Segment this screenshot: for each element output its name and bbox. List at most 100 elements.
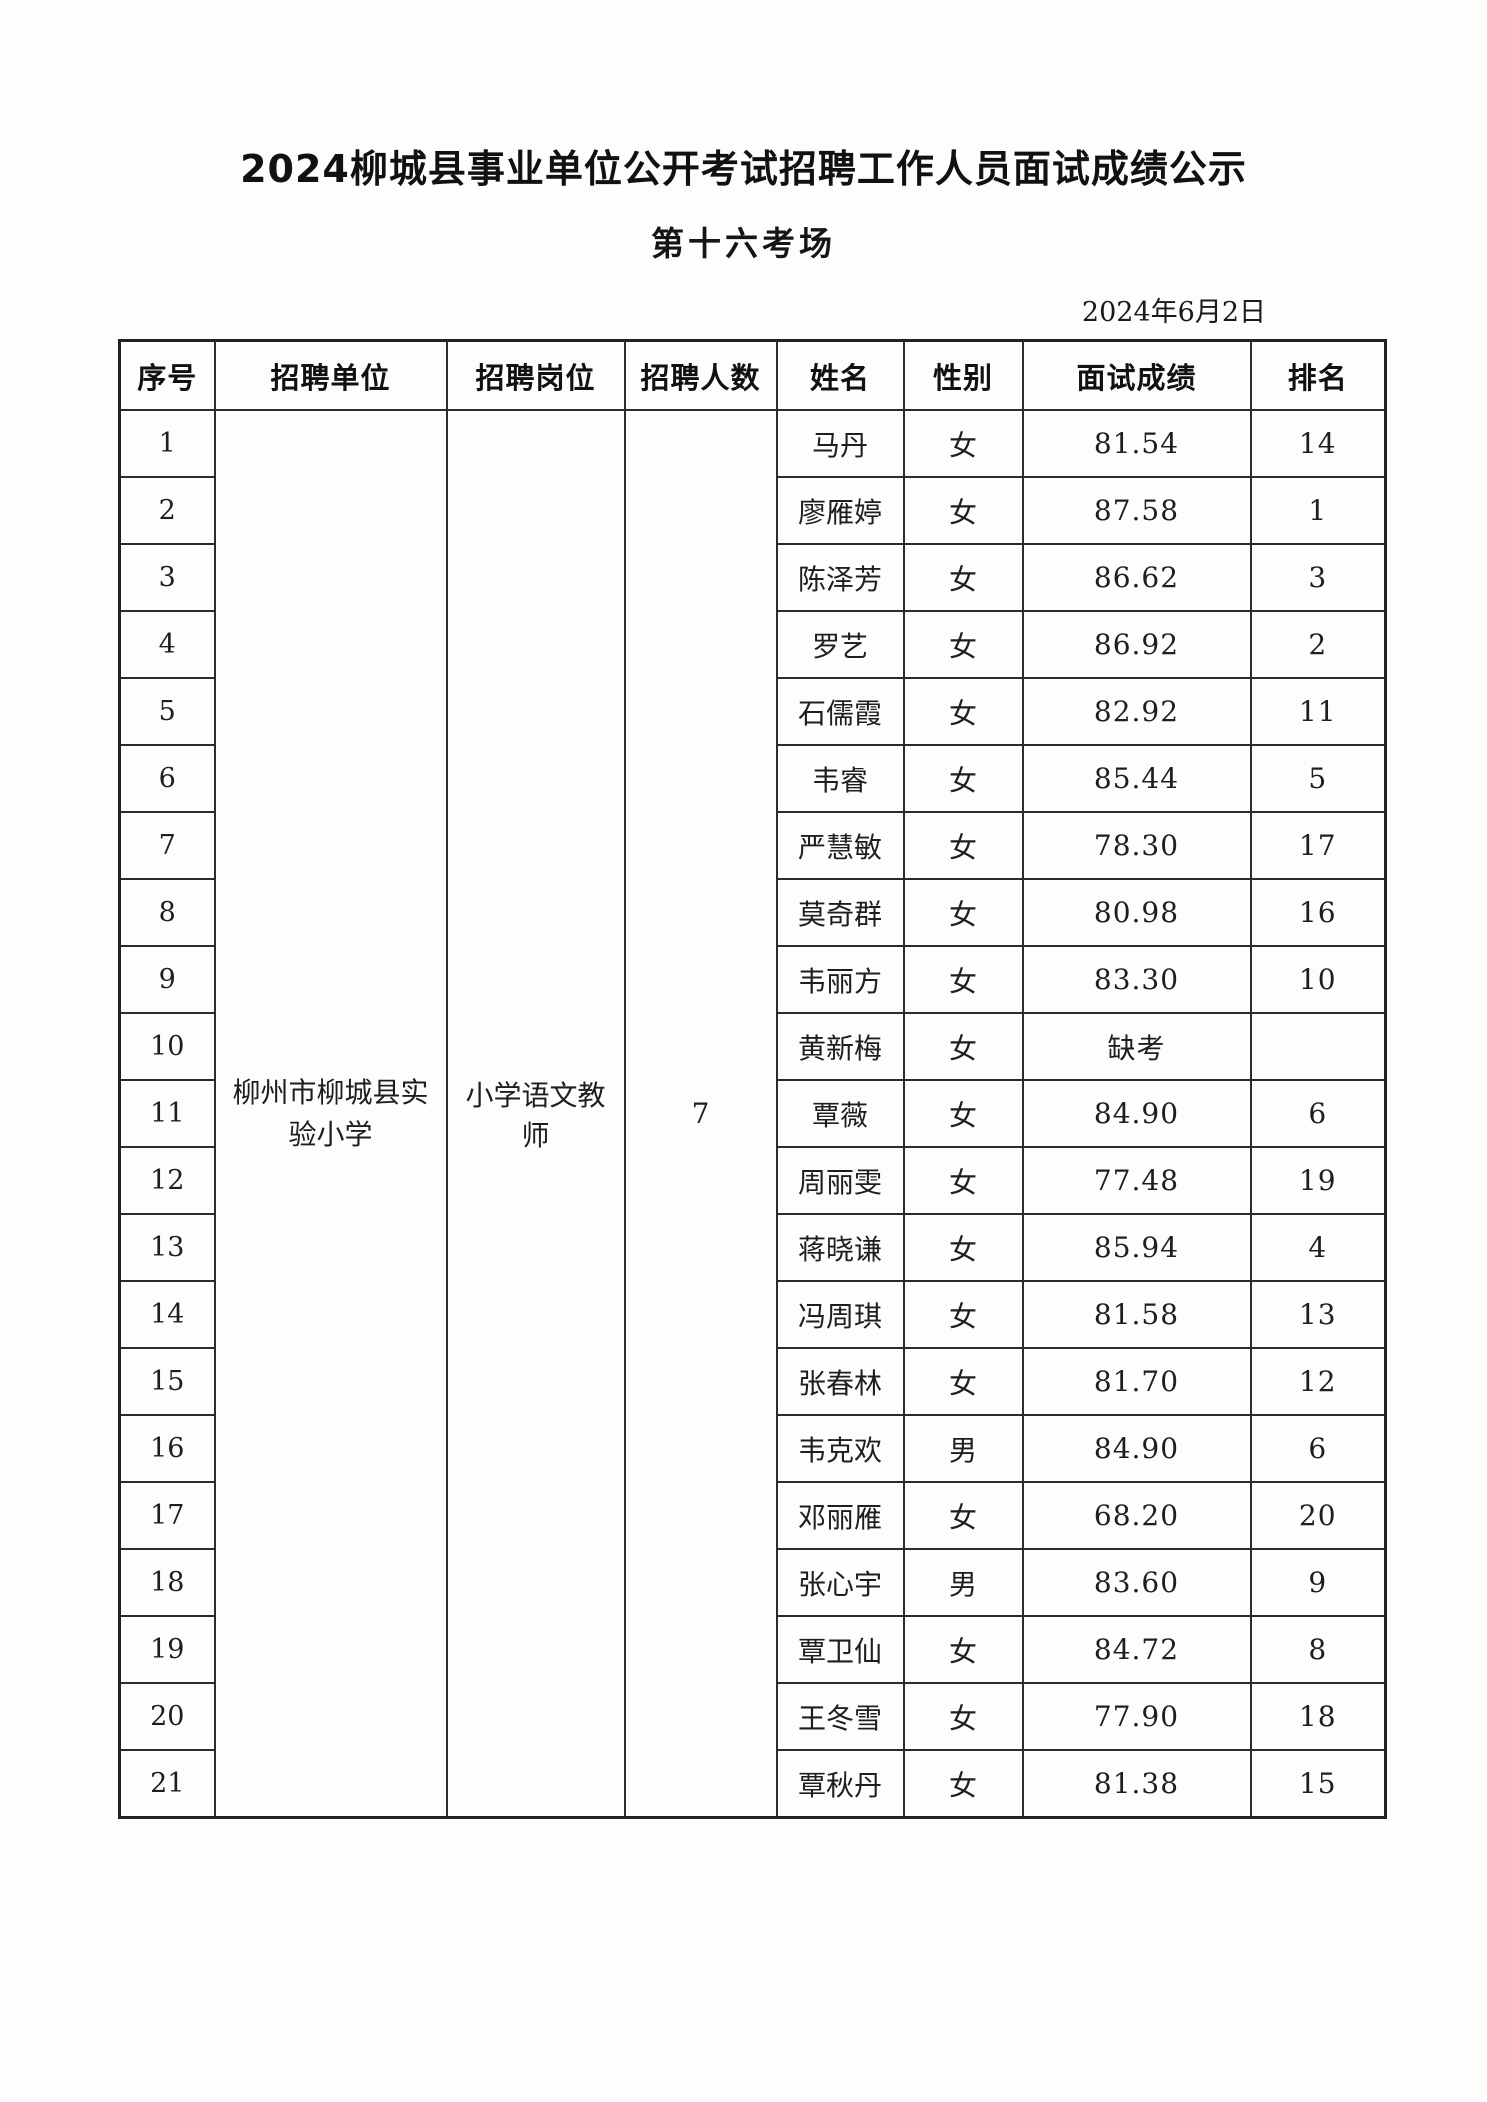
cell-interview-score: 81.70 — [1021, 1347, 1252, 1417]
cell-position-merged: 小学语文教师 — [445, 409, 626, 1819]
table-row: 16 韦克欢 男 84.90 6 — [118, 1414, 1387, 1484]
cell-name: 王冬雪 — [775, 1682, 905, 1752]
cell-serial-number: 10 — [118, 1012, 216, 1082]
header-position: 招聘岗位 — [445, 339, 626, 412]
cell-rank: 2 — [1249, 610, 1387, 680]
cell-gender: 女 — [902, 878, 1024, 948]
cell-headcount-merged: 7 — [623, 409, 778, 1819]
cell-interview-score: 68.20 — [1021, 1481, 1252, 1551]
table-row: 8 莫奇群 女 80.98 16 — [118, 878, 1387, 948]
cell-name: 马丹 — [775, 409, 905, 479]
cell-gender: 男 — [902, 1548, 1024, 1618]
cell-rank: 9 — [1249, 1548, 1387, 1618]
cell-name: 张心宇 — [775, 1548, 905, 1618]
cell-interview-score: 84.90 — [1021, 1079, 1252, 1149]
table-row: 4 罗艺 女 86.92 2 — [118, 610, 1387, 680]
cell-gender: 女 — [902, 409, 1024, 479]
cell-gender: 女 — [902, 677, 1024, 747]
header-recruiting-unit: 招聘单位 — [213, 339, 448, 412]
table-row: 13 蒋晓谦 女 85.94 4 — [118, 1213, 1387, 1283]
cell-name: 邓丽雁 — [775, 1481, 905, 1551]
cell-rank: 12 — [1249, 1347, 1387, 1417]
cell-serial-number: 20 — [118, 1682, 216, 1752]
cell-serial-number: 2 — [118, 476, 216, 546]
cell-name: 覃薇 — [775, 1079, 905, 1149]
table-row: 15 张春林 女 81.70 12 — [118, 1347, 1387, 1417]
cell-rank: 18 — [1249, 1682, 1387, 1752]
cell-rank: 6 — [1249, 1414, 1387, 1484]
cell-name: 蒋晓谦 — [775, 1213, 905, 1283]
publication-date: 2024年6月2日 — [1081, 296, 1266, 328]
table-row: 7 严慧敏 女 78.30 17 — [118, 811, 1387, 881]
cell-serial-number: 3 — [118, 543, 216, 613]
table-row: 14 冯周琪 女 81.58 13 — [118, 1280, 1387, 1350]
cell-rank: 11 — [1249, 677, 1387, 747]
table-body: 1 柳州市柳城县实验小学 小学语文教师 7 马丹 女 81.54 14 2 廖雁婷 女… — [118, 409, 1387, 1819]
table-row: 10 黄新梅 女 缺考 — [118, 1012, 1387, 1082]
cell-serial-number: 18 — [118, 1548, 216, 1618]
page-title: 2024柳城县事业单位公开考试招聘工作人员面试成绩公示 — [240, 147, 1247, 191]
cell-rank: 4 — [1249, 1213, 1387, 1283]
cell-interview-score: 84.90 — [1021, 1414, 1252, 1484]
cell-rank: 10 — [1249, 945, 1387, 1015]
cell-serial-number: 13 — [118, 1213, 216, 1283]
cell-name: 冯周琪 — [775, 1280, 905, 1350]
cell-recruiting-unit-merged: 柳州市柳城县实验小学 — [213, 409, 448, 1819]
cell-interview-score: 81.58 — [1021, 1280, 1252, 1350]
cell-serial-number: 16 — [118, 1414, 216, 1484]
cell-gender: 女 — [902, 1682, 1024, 1752]
cell-interview-score: 81.54 — [1021, 409, 1252, 479]
header-name: 姓名 — [775, 339, 905, 412]
cell-name: 陈泽芳 — [775, 543, 905, 613]
cell-rank: 6 — [1249, 1079, 1387, 1149]
cell-serial-number: 1 — [118, 409, 216, 479]
header-gender: 性别 — [902, 339, 1024, 412]
table-row: 11 覃薇 女 84.90 6 — [118, 1079, 1387, 1149]
cell-interview-score: 87.58 — [1021, 476, 1252, 546]
cell-name: 黄新梅 — [775, 1012, 905, 1082]
cell-name: 周丽雯 — [775, 1146, 905, 1216]
cell-rank: 19 — [1249, 1146, 1387, 1216]
cell-name: 韦睿 — [775, 744, 905, 814]
cell-gender: 女 — [902, 1146, 1024, 1216]
cell-interview-score: 86.92 — [1021, 610, 1252, 680]
cell-name: 严慧敏 — [775, 811, 905, 881]
header-row: 序号 招聘单位 招聘岗位 招聘人数 姓名 性别 面试成绩 排名 — [118, 339, 1387, 412]
cell-interview-score: 84.72 — [1021, 1615, 1252, 1685]
interview-score-table: 序号 招聘单位 招聘岗位 招聘人数 姓名 性别 面试成绩 排名 1 柳州市柳城县实… — [118, 338, 1387, 1819]
table-row: 18 张心宇 男 83.60 9 — [118, 1548, 1387, 1618]
table-row: 5 石儒霞 女 82.92 11 — [118, 677, 1387, 747]
cell-gender: 女 — [902, 1079, 1024, 1149]
cell-gender: 女 — [902, 543, 1024, 613]
header-serial-number: 序号 — [118, 339, 216, 412]
cell-name: 石儒霞 — [775, 677, 905, 747]
cell-gender: 女 — [902, 476, 1024, 546]
cell-interview-score: 86.62 — [1021, 543, 1252, 613]
cell-gender: 女 — [902, 1749, 1024, 1819]
cell-name: 廖雁婷 — [775, 476, 905, 546]
cell-name: 莫奇群 — [775, 878, 905, 948]
cell-gender: 女 — [902, 811, 1024, 881]
cell-serial-number: 4 — [118, 610, 216, 680]
header-interview-score: 面试成绩 — [1021, 339, 1252, 412]
cell-interview-score: 缺考 — [1021, 1012, 1252, 1082]
cell-rank: 5 — [1249, 744, 1387, 814]
cell-rank: 3 — [1249, 543, 1387, 613]
cell-interview-score: 83.30 — [1021, 945, 1252, 1015]
cell-serial-number: 7 — [118, 811, 216, 881]
table-row: 19 覃卫仙 女 84.72 8 — [118, 1615, 1387, 1685]
cell-gender: 女 — [902, 1280, 1024, 1350]
cell-serial-number: 15 — [118, 1347, 216, 1417]
cell-rank: 13 — [1249, 1280, 1387, 1350]
cell-name: 罗艺 — [775, 610, 905, 680]
cell-interview-score: 85.44 — [1021, 744, 1252, 814]
cell-rank — [1249, 1012, 1387, 1082]
table-row: 12 周丽雯 女 77.48 19 — [118, 1146, 1387, 1216]
cell-interview-score: 80.98 — [1021, 878, 1252, 948]
cell-name: 覃卫仙 — [775, 1615, 905, 1685]
cell-name: 韦克欢 — [775, 1414, 905, 1484]
cell-interview-score: 77.48 — [1021, 1146, 1252, 1216]
cell-serial-number: 11 — [118, 1079, 216, 1149]
cell-interview-score: 85.94 — [1021, 1213, 1252, 1283]
